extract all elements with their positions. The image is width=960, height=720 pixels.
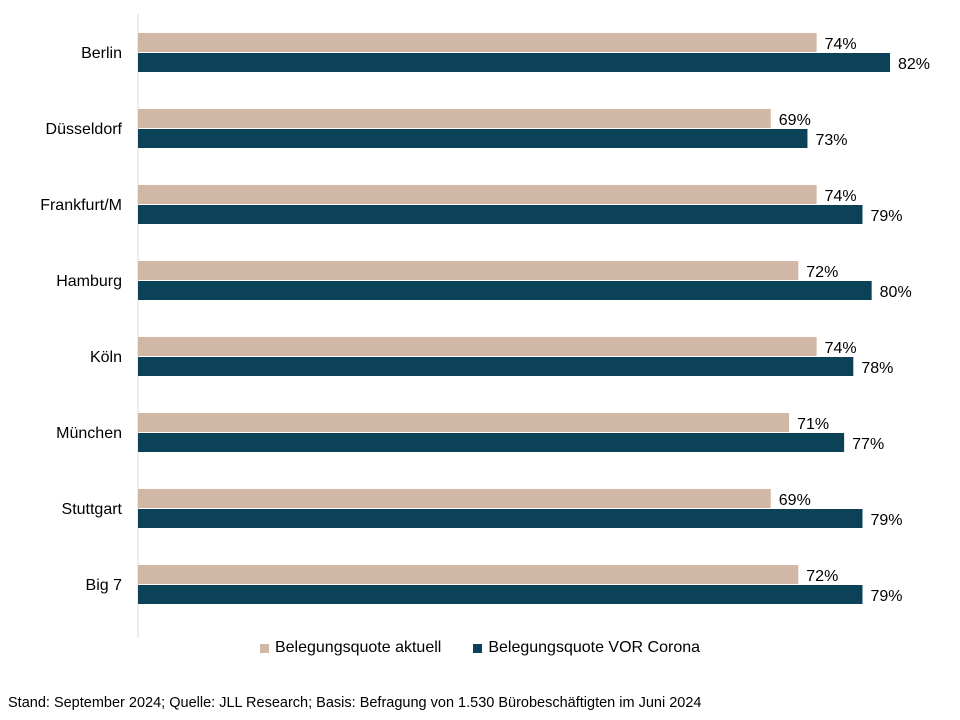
bar-vor-corona (138, 53, 890, 72)
source-footnote: Stand: September 2024; Quelle: JLL Resea… (8, 695, 702, 711)
data-label-vor-corona: 80% (880, 284, 912, 301)
data-label-aktuell: 72% (806, 568, 838, 585)
category-label: Düsseldorf (46, 121, 123, 138)
category-label: Stuttgart (62, 501, 123, 518)
legend: Belegungsquote aktuell Belegungsquote VO… (0, 637, 960, 659)
data-label-aktuell: 71% (797, 416, 829, 433)
data-label-aktuell: 74% (825, 340, 857, 357)
data-label-aktuell: 69% (779, 112, 811, 129)
bar-vor-corona (138, 129, 808, 148)
data-label-vor-corona: 79% (870, 208, 902, 225)
legend-swatch-vor-corona (473, 643, 483, 653)
category-label: München (56, 425, 122, 442)
bar-aktuell (138, 565, 799, 584)
data-label-vor-corona: 79% (870, 512, 902, 529)
data-label-vor-corona: 78% (861, 360, 893, 377)
bar-aktuell (138, 261, 799, 280)
category-label: Köln (90, 349, 122, 366)
category-label: Berlin (81, 45, 122, 62)
legend-label-vor-corona: Belegungsquote VOR Corona (488, 639, 701, 656)
bar-vor-corona (138, 509, 863, 528)
bar-aktuell (138, 185, 817, 204)
bar-aktuell (138, 109, 771, 128)
bar-vor-corona (138, 357, 854, 376)
bar-vor-corona (138, 585, 863, 604)
category-label: Hamburg (56, 273, 122, 290)
data-label-aktuell: 69% (779, 492, 811, 509)
data-label-aktuell: 72% (806, 264, 838, 281)
category-label: Big 7 (86, 577, 123, 594)
data-label-vor-corona: 79% (870, 588, 902, 605)
legend-swatch-aktuell (259, 643, 269, 653)
data-label-vor-corona: 82% (898, 56, 930, 73)
bar-aktuell (138, 489, 771, 508)
bar-vor-corona (138, 205, 863, 224)
legend-item-vor-corona: Belegungsquote VOR Corona (473, 639, 700, 657)
data-label-vor-corona: 77% (852, 436, 884, 453)
data-label-vor-corona: 73% (815, 132, 847, 149)
bar-aktuell (138, 337, 817, 356)
legend-item-aktuell: Belegungsquote aktuell (259, 639, 442, 657)
bar-aktuell (138, 33, 817, 52)
bar-vor-corona (138, 281, 872, 300)
legend-label-aktuell: Belegungsquote aktuell (274, 639, 442, 656)
data-label-aktuell: 74% (825, 188, 857, 205)
data-label-aktuell: 74% (825, 36, 857, 53)
bar-vor-corona (138, 433, 845, 452)
bar-aktuell (138, 413, 790, 432)
category-label: Frankfurt/M (40, 197, 122, 214)
